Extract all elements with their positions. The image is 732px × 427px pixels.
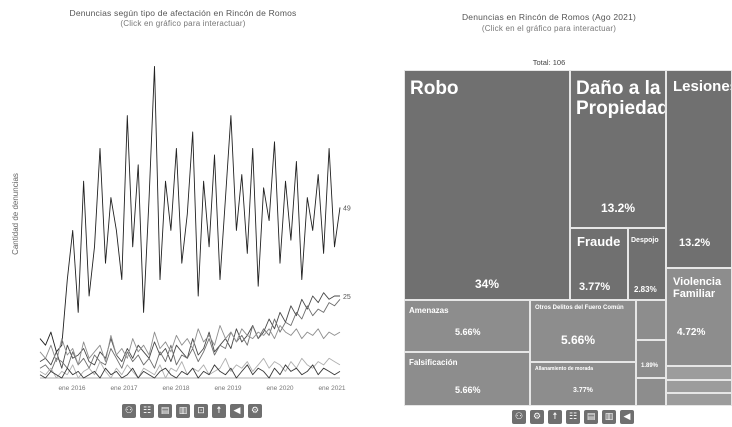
tile-percent: 4.72%	[677, 327, 706, 338]
treemap-tile-fraude[interactable]: Fraude 3.77%	[570, 228, 628, 300]
arrow-icon[interactable]: ◀	[230, 404, 244, 418]
figure-icon[interactable]: ☨	[548, 410, 562, 424]
line-chart-subtitle: (Click en gráfico para interactuar)	[120, 19, 246, 28]
treemap-tile-amenazas[interactable]: Amenazas 5.66%	[404, 300, 530, 352]
treemap-tile-small4[interactable]	[666, 366, 732, 380]
line-chart-title: Denuncias según tipo de afectación en Ri…	[69, 8, 297, 18]
tile-percent: 5.66%	[455, 385, 481, 395]
series-line-2[interactable]	[39, 292, 340, 369]
series-line-1[interactable]	[39, 65, 341, 353]
group-icon[interactable]: ☷	[140, 404, 154, 418]
series-line-6[interactable]	[39, 364, 341, 379]
treemap-subtitle: (Click en el gráfico para interactuar)	[481, 24, 617, 33]
tile-percent: 5.66%	[561, 333, 596, 347]
y-axis-label: Cantidad de denuncias	[11, 173, 20, 255]
x-tick-label: ene 2017	[110, 385, 137, 392]
tile-percent: 3.77%	[579, 281, 611, 293]
figure-icon[interactable]: ☨	[212, 404, 226, 418]
tile-percent: 34%	[475, 277, 500, 291]
treemap-tile-otros[interactable]: Otros Delitos del Fuero Común 5.66%	[530, 300, 636, 362]
group-icon[interactable]: ☷	[566, 410, 580, 424]
car-icon[interactable]: ⊡	[194, 404, 208, 418]
tile-label: Falsificación	[409, 358, 458, 367]
tile-label: Amenazas	[409, 306, 449, 315]
treemap-tile-robo[interactable]: Robo 34%	[404, 70, 570, 300]
treemap-total: Total: 106	[532, 58, 566, 67]
treemap-tile-despojo[interactable]: Despojo 2.83%	[628, 228, 666, 300]
series-line-4[interactable]	[39, 325, 341, 366]
chart-icon[interactable]: ▥	[176, 404, 190, 418]
treemap-tile-violencia[interactable]: Violencia Familiar 4.72%	[666, 268, 732, 366]
tile-percent: 13.2%	[679, 237, 711, 249]
line-chart-panel[interactable]: Denuncias según tipo de afectación en Ri…	[0, 0, 366, 427]
treemap-tile-falsificacion[interactable]: Falsificación 5.66%	[404, 352, 530, 406]
arrow-icon[interactable]: ◀	[620, 410, 634, 424]
line-chart[interactable]: Cantidad de denuncias ene 2016 ene 2017 ene…	[0, 0, 366, 400]
x-tick-label: ene 2016	[58, 385, 85, 392]
treemap-tile-small5[interactable]	[666, 380, 732, 393]
tile-label: Lesiones	[673, 78, 732, 95]
left-toolbar: ⚇ ☷ ▤ ▥ ⊡ ☨ ◀ ⚙	[122, 404, 262, 418]
treemap-tile-small1[interactable]	[636, 300, 666, 340]
series-end-label: 49	[343, 205, 351, 212]
x-tick-label: ene 2018	[162, 385, 189, 392]
tile-label: Daño a la Propiedad	[576, 78, 666, 119]
gear-icon[interactable]: ⚙	[530, 410, 544, 424]
person-icon[interactable]: ⚇	[122, 404, 136, 418]
series-end-label: 25	[343, 294, 351, 301]
chart-icon[interactable]: ▥	[602, 410, 616, 424]
right-toolbar: ⚇ ⚙ ☨ ☷ ▤ ▥ ◀	[512, 410, 634, 424]
treemap-tile-small3[interactable]	[636, 378, 666, 406]
tile-label: Robo	[410, 78, 459, 99]
tile-percent: 1.89%	[641, 363, 659, 369]
x-tick-label: ene 2021	[318, 385, 345, 392]
x-tick-label: ene 2020	[266, 385, 293, 392]
tile-percent: 2.83%	[634, 285, 657, 294]
tile-label: Violencia Familiar	[673, 276, 722, 300]
treemap-tile-dano[interactable]: Daño a la Propiedad 13.2%	[570, 70, 666, 228]
tile-percent: 5.66%	[455, 327, 481, 337]
treemap-tile-allanamiento[interactable]: Allanamiento de morada 3.77%	[530, 362, 636, 406]
treemap-tile-lesiones[interactable]: Lesiones 13.2%	[666, 70, 732, 268]
person-icon[interactable]: ⚇	[512, 410, 526, 424]
series-line-3[interactable]	[39, 299, 341, 372]
tile-percent: 13.2%	[601, 201, 636, 215]
treemap-panel[interactable]: Denuncias en Rincón de Romos (Ago 2021) …	[366, 0, 732, 427]
document-icon[interactable]: ▤	[158, 404, 172, 418]
treemap-tile-small2[interactable]: 1.89%	[636, 340, 666, 378]
tile-percent: 3.77%	[573, 387, 593, 394]
document-icon[interactable]: ▤	[584, 410, 598, 424]
treemap[interactable]: Robo 34% Daño a la Propiedad 13.2% Fraude 3.7…	[404, 70, 732, 406]
tile-label: Otros Delitos del Fuero Común	[535, 305, 624, 311]
tile-label: Despojo	[631, 237, 659, 244]
treemap-tile-small6[interactable]	[666, 393, 732, 406]
tile-label: Allanamiento de morada	[535, 366, 594, 372]
treemap-title: Denuncias en Rincón de Romos (Ago 2021)	[461, 12, 637, 22]
gear-icon[interactable]: ⚙	[248, 404, 262, 418]
x-tick-label: ene 2019	[214, 385, 241, 392]
tile-label: Fraude	[577, 234, 621, 249]
